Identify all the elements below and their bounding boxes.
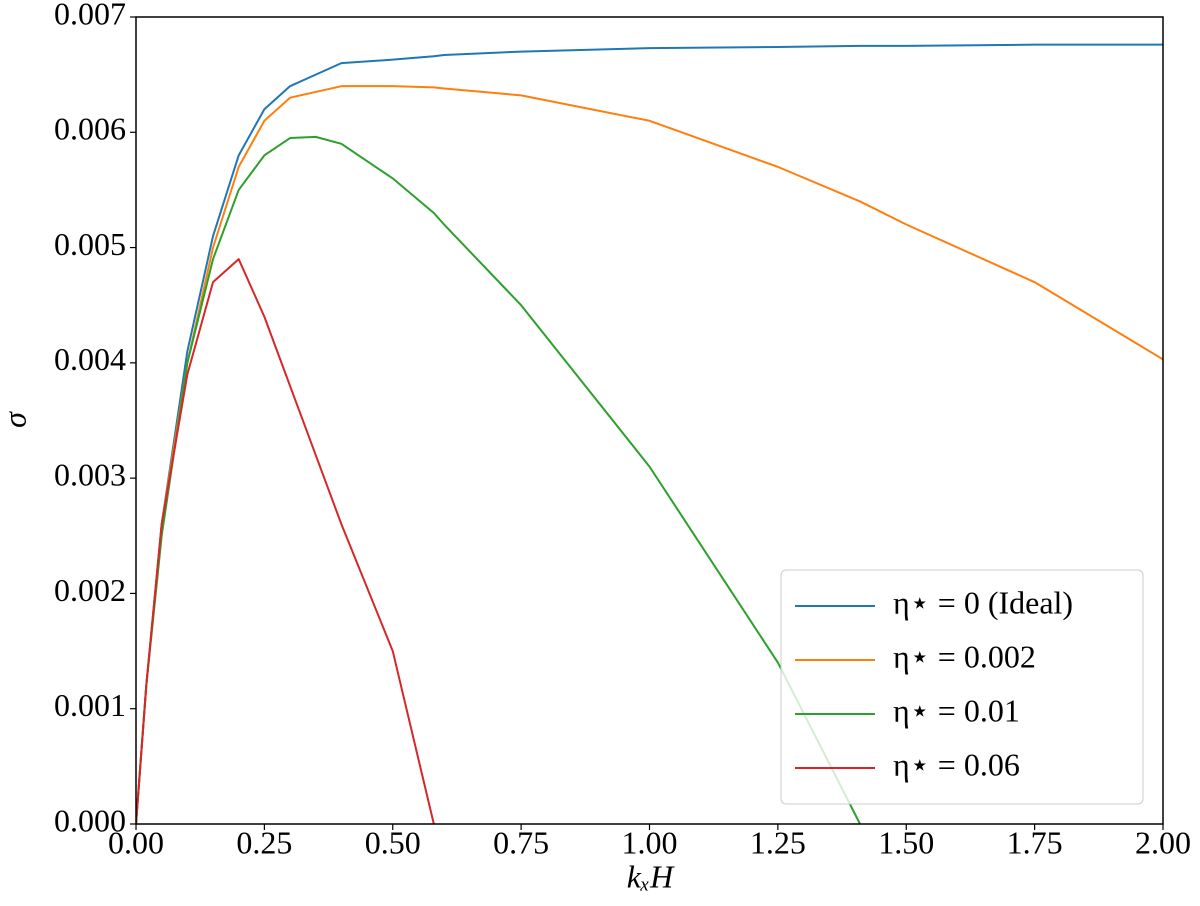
y-tick-label: 0.007 bbox=[54, 0, 126, 31]
legend-label: η⋆ = 0.06 bbox=[893, 746, 1020, 782]
x-tick-label: 2.00 bbox=[1135, 824, 1191, 860]
x-tick-label: 1.00 bbox=[622, 824, 678, 860]
legend-label: η⋆ = 0.01 bbox=[893, 692, 1020, 728]
y-tick-label: 0.006 bbox=[54, 111, 126, 147]
y-tick-label: 0.001 bbox=[54, 687, 126, 723]
series-line bbox=[136, 135, 861, 824]
x-axis-label: kₓH bbox=[627, 858, 675, 894]
y-tick-label: 0.002 bbox=[54, 572, 126, 608]
y-tick-label: 0.005 bbox=[54, 226, 126, 262]
y-tick-label: 0.000 bbox=[54, 802, 126, 838]
legend-box bbox=[780, 569, 1144, 805]
y-tick-label: 0.004 bbox=[54, 341, 126, 377]
x-tick-label: 1.25 bbox=[750, 824, 806, 860]
x-tick-label: 0.75 bbox=[493, 824, 549, 860]
x-tick-label: 1.50 bbox=[878, 824, 934, 860]
x-tick-label: 0.25 bbox=[236, 824, 292, 860]
legend-label: η⋆ = 0 (Ideal) bbox=[893, 584, 1073, 620]
legend-label: η⋆ = 0.002 bbox=[893, 638, 1036, 674]
y-tick-label: 0.003 bbox=[54, 456, 126, 492]
plot-area bbox=[136, 43, 1163, 824]
x-tick-label: 1.75 bbox=[1007, 824, 1063, 860]
series-line bbox=[136, 43, 1163, 824]
x-tick-label: 0.50 bbox=[365, 824, 421, 860]
x-tick-label: 0.00 bbox=[108, 824, 164, 860]
series-line bbox=[136, 258, 435, 824]
y-axis-label: σ bbox=[0, 411, 32, 428]
